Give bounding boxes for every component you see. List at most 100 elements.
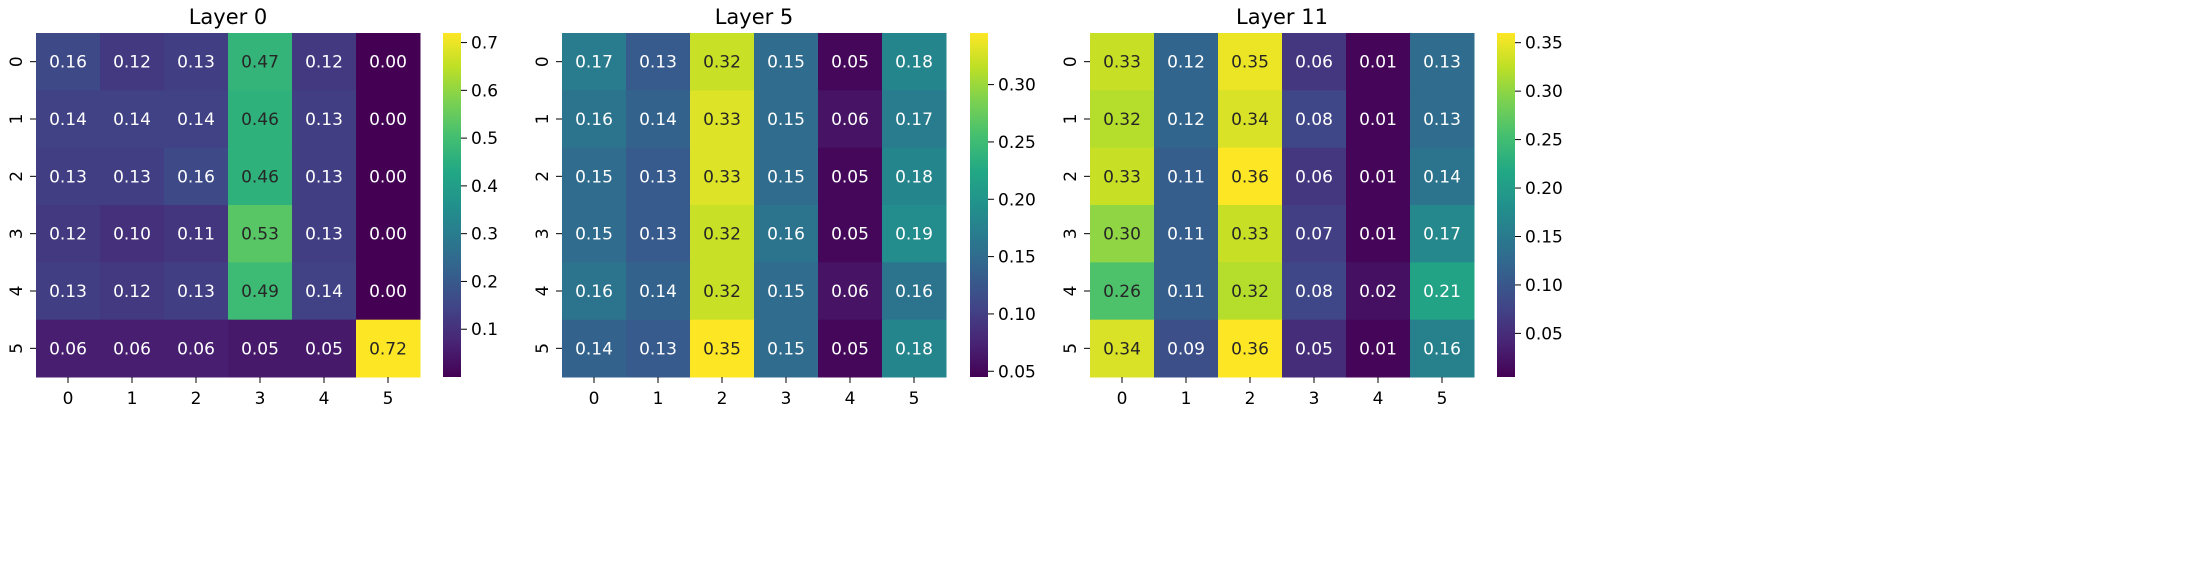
cell-label: 0.15 bbox=[767, 167, 805, 187]
cell-label: 0.01 bbox=[1359, 53, 1397, 73]
heatmap-cell bbox=[562, 147, 627, 206]
heatmap-cell bbox=[626, 147, 691, 206]
y-tick-label: 4 bbox=[7, 286, 27, 297]
heatmap-cell bbox=[1282, 262, 1347, 321]
cell-label: 0.32 bbox=[703, 282, 741, 302]
cell-label: 0.36 bbox=[1231, 339, 1269, 359]
heatmap-cell bbox=[1090, 90, 1155, 149]
heatmap-cell bbox=[690, 147, 755, 206]
cell-label: 0.47 bbox=[241, 53, 279, 73]
heatmap-cell bbox=[562, 33, 627, 91]
cell-label: 0.53 bbox=[241, 225, 279, 245]
cell-label: 0.33 bbox=[703, 167, 741, 187]
cell-label: 0.05 bbox=[241, 339, 279, 359]
colorbar-tick-label: 0.2 bbox=[471, 272, 498, 292]
cell-label: 0.13 bbox=[639, 167, 677, 187]
cell-label: 0.16 bbox=[575, 110, 613, 130]
colorbar-tick-label: 0.20 bbox=[1525, 179, 1563, 199]
heatmap-cell bbox=[754, 147, 819, 206]
heatmap-cell bbox=[1410, 90, 1475, 149]
colorbar-tick-label: 0.7 bbox=[471, 34, 498, 54]
cell-label: 0.12 bbox=[113, 53, 151, 73]
heatmap-cell bbox=[292, 262, 357, 321]
heatmap-cell bbox=[228, 319, 293, 378]
cell-label: 0.06 bbox=[831, 282, 869, 302]
cell-label: 0.16 bbox=[49, 53, 87, 73]
heatmap-cell bbox=[1218, 33, 1283, 91]
chart-title: Layer 0 bbox=[189, 5, 268, 29]
cell-label: 0.14 bbox=[177, 110, 215, 130]
heatmap-cell bbox=[1410, 262, 1475, 321]
y-tick-label: 2 bbox=[533, 171, 553, 182]
heatmap-cell bbox=[1154, 90, 1219, 149]
x-tick-label: 4 bbox=[1373, 389, 1384, 409]
cell-label: 0.13 bbox=[305, 110, 343, 130]
cell-label: 0.21 bbox=[1423, 282, 1461, 302]
cell-label: 0.00 bbox=[369, 53, 407, 73]
cell-label: 0.02 bbox=[1359, 282, 1397, 302]
heatmap-cell bbox=[100, 90, 165, 149]
heatmap-cell bbox=[626, 33, 691, 91]
cell-label: 0.12 bbox=[1167, 110, 1205, 130]
heatmap-cell bbox=[164, 90, 229, 149]
cell-label: 0.10 bbox=[113, 225, 151, 245]
cell-label: 0.46 bbox=[241, 110, 279, 130]
colorbar-tick-label: 0.05 bbox=[1525, 324, 1563, 344]
heatmap-cell bbox=[1090, 262, 1155, 321]
heatmap-cell bbox=[818, 205, 883, 263]
cell-label: 0.06 bbox=[1295, 167, 1333, 187]
heatmap-cell bbox=[1090, 319, 1155, 378]
cell-label: 0.33 bbox=[1103, 53, 1141, 73]
cell-label: 0.13 bbox=[1423, 110, 1461, 130]
heatmap-cell bbox=[562, 205, 627, 263]
x-tick-label: 0 bbox=[1117, 389, 1128, 409]
cell-label: 0.13 bbox=[113, 167, 151, 187]
colorbar-tick-label: 0.3 bbox=[471, 225, 498, 245]
cell-label: 0.34 bbox=[1231, 110, 1269, 130]
colorbar-tick-label: 0.6 bbox=[471, 81, 498, 101]
colorbar-tick-label: 0.20 bbox=[998, 190, 1036, 210]
heatmap-cell bbox=[356, 262, 421, 321]
heatmap-cell bbox=[882, 262, 947, 321]
cell-label: 0.16 bbox=[767, 225, 805, 245]
y-tick-label: 5 bbox=[7, 343, 27, 354]
heatmap-cell bbox=[164, 147, 229, 206]
colorbar-tick-label: 0.1 bbox=[471, 320, 498, 340]
chart-title: Layer 11 bbox=[1236, 5, 1328, 29]
cell-label: 0.12 bbox=[305, 53, 343, 73]
heatmap-cell bbox=[1154, 33, 1219, 91]
heatmap-cell bbox=[36, 147, 101, 206]
x-tick-label: 2 bbox=[1245, 389, 1256, 409]
cell-label: 0.05 bbox=[831, 339, 869, 359]
heatmap-cell bbox=[292, 319, 357, 378]
heatmap-cell bbox=[626, 205, 691, 263]
cell-label: 0.14 bbox=[1423, 167, 1461, 187]
heatmap-cell bbox=[818, 33, 883, 91]
heatmap-cell bbox=[164, 205, 229, 263]
heatmap-cell bbox=[754, 319, 819, 378]
heatmap-cell bbox=[1154, 147, 1219, 206]
heatmap-cell bbox=[690, 33, 755, 91]
cell-label: 0.15 bbox=[767, 110, 805, 130]
heatmap-cell bbox=[562, 262, 627, 321]
heatmap-cell bbox=[690, 319, 755, 378]
heatmap-cell bbox=[36, 262, 101, 321]
heatmap-cell bbox=[626, 90, 691, 149]
heatmap-cell bbox=[228, 205, 293, 263]
heatmap-cell bbox=[562, 319, 627, 378]
x-tick-label: 3 bbox=[781, 389, 792, 409]
heatmap-cell bbox=[1346, 205, 1411, 263]
cell-label: 0.13 bbox=[49, 167, 87, 187]
cell-label: 0.13 bbox=[639, 225, 677, 245]
heatmap-cell bbox=[1218, 319, 1283, 378]
cell-label: 0.26 bbox=[1103, 282, 1141, 302]
heatmap-cell bbox=[1282, 90, 1347, 149]
heatmap-cell bbox=[1154, 205, 1219, 263]
y-tick-label: 4 bbox=[1061, 286, 1081, 297]
x-tick-label: 0 bbox=[63, 389, 74, 409]
heatmap-cell bbox=[690, 205, 755, 263]
colorbar-tick-label: 0.4 bbox=[471, 177, 498, 197]
y-tick-label: 4 bbox=[533, 286, 553, 297]
cell-label: 0.13 bbox=[639, 339, 677, 359]
y-tick-label: 1 bbox=[7, 114, 27, 125]
